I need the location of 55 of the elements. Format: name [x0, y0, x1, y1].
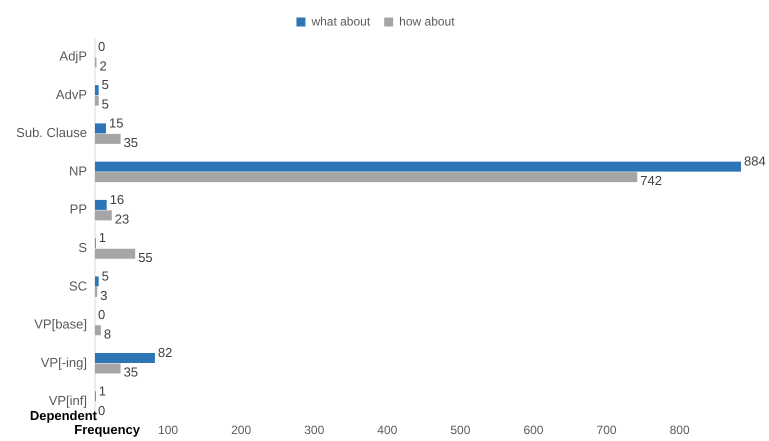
y-tick-label: AdvP: [56, 86, 87, 102]
bar: [95, 134, 121, 144]
y-tick-label: Sub. Clause: [16, 125, 87, 140]
y-axis-title: Dependent: [30, 408, 98, 424]
bar: [95, 210, 112, 220]
bar: [95, 248, 136, 259]
x-tick-label: 600: [523, 423, 544, 438]
data-label: 15: [108, 115, 124, 130]
data-label: 3: [100, 288, 108, 304]
data-label: 5: [102, 96, 109, 112]
bar: [95, 96, 99, 106]
data-label: 5: [102, 268, 109, 284]
data-label: 23: [114, 212, 130, 227]
data-label: 884: [744, 154, 766, 169]
data-label: 1: [98, 230, 106, 246]
x-tick-label: 200: [231, 423, 252, 438]
bar: [95, 85, 99, 96]
x-axis-title: Frequency: [74, 422, 141, 438]
x-tick-label: 400: [377, 423, 398, 438]
data-label: 2: [99, 58, 107, 74]
legend-label: what about: [310, 14, 371, 28]
x-tick-label: 800: [670, 423, 690, 438]
y-tick-label: VP[base]: [34, 316, 87, 332]
data-label: 5: [102, 77, 109, 92]
data-label: 8: [104, 326, 112, 342]
bar: [95, 200, 107, 210]
bar: [95, 276, 99, 286]
data-label: 0: [98, 306, 106, 322]
x-tick-label: 300: [304, 423, 325, 438]
data-label: 742: [640, 173, 662, 188]
data-label: 35: [124, 364, 138, 380]
bar: [95, 123, 106, 134]
data-label: 82: [158, 345, 172, 360]
data-label: 16: [110, 192, 124, 207]
x-tick-label: 500: [450, 423, 471, 438]
data-label: 0: [98, 402, 106, 418]
x-tick-label: 700: [596, 423, 617, 438]
x-tick-label: 100: [158, 423, 178, 438]
y-tick-label: VP[-ing]: [40, 354, 87, 370]
data-label: 0: [98, 38, 106, 54]
bar: [95, 325, 101, 336]
data-label: 1: [98, 383, 106, 398]
y-tick-label: SC: [68, 278, 87, 294]
data-label: 35: [124, 134, 138, 150]
legend-label: how about: [399, 14, 456, 28]
bar: [95, 352, 155, 363]
data-label: 55: [138, 250, 153, 265]
y-tick-label: PP: [70, 202, 87, 217]
y-tick-label: VP[inf]: [48, 393, 87, 408]
y-tick-label: AdjP: [60, 48, 87, 64]
y-tick-label: S: [78, 240, 88, 256]
bar: [95, 363, 121, 374]
y-tick-label: NP: [68, 163, 87, 178]
bar: [95, 162, 741, 172]
bar: [95, 172, 638, 182]
